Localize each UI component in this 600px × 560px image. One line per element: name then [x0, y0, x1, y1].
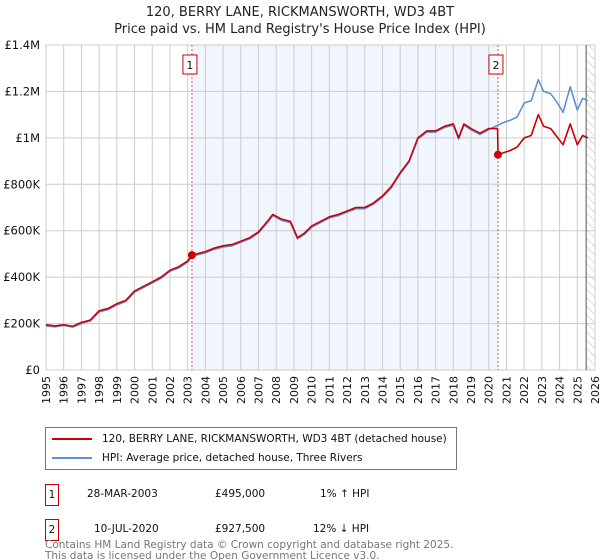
x-tick-label: 2020 — [483, 376, 496, 404]
sale-row-1: 1 28-MAR-2003 £495,000 1% ↑ HPI — [45, 484, 445, 506]
x-tick-label: 2006 — [235, 376, 248, 404]
chart-subtitle: Price paid vs. HM Land Registry's House … — [114, 22, 486, 37]
y-tick-label: £0 — [25, 363, 40, 377]
chart-title: 120, BERRY LANE, RICKMANSWORTH, WD3 4BT — [145, 5, 455, 20]
sale-point — [187, 251, 196, 260]
x-tick-label: 2002 — [164, 376, 177, 404]
x-tick-label: 2026 — [589, 376, 600, 404]
x-tick-label: 2019 — [465, 376, 478, 404]
price-chart: 1995 1996 1997 1998 1999 2000 2001 2002 2003 2004… — [3, 38, 600, 404]
x-tick-label: 2000 — [129, 376, 142, 404]
sale-box-label: 2 — [492, 59, 499, 72]
x-tick-label: 2013 — [359, 376, 372, 404]
x-tick-label: 2024 — [554, 376, 567, 404]
y-tick-label: £1M — [15, 131, 40, 145]
sale-price: £495,000 — [215, 488, 266, 500]
legend-item-hpi: HPI: Average price, detached house, Thre… — [46, 449, 362, 467]
x-tick-label: 2021 — [500, 376, 513, 404]
x-tick-label: 2004 — [199, 376, 212, 404]
y-tick-label: £400K — [3, 270, 40, 284]
x-tick-label: 2023 — [536, 376, 549, 404]
sale-point — [493, 150, 502, 159]
legend-line-red — [52, 438, 92, 440]
sale-box-label: 1 — [186, 59, 193, 72]
sale-hpi-diff: 12% ↓ HPI — [313, 523, 370, 535]
sale-row-2: 2 10-JUL-2020 £927,500 12% ↓ HPI — [45, 519, 445, 541]
legend-label: 120, BERRY LANE, RICKMANSWORTH, WD3 4BT … — [102, 433, 447, 445]
hatched-future-region — [586, 45, 595, 370]
x-tick-label: 2003 — [182, 376, 195, 404]
x-tick-label: 1999 — [111, 376, 124, 404]
sale-price: £927,500 — [215, 523, 266, 535]
shaded-ownership-period — [191, 45, 498, 370]
sale-marker-label: 2 — [45, 519, 59, 541]
x-tick-label: 2014 — [376, 376, 389, 404]
sale-box — [182, 54, 198, 75]
y-tick-label: £800K — [3, 177, 40, 191]
sale-box — [488, 54, 504, 75]
hpi-line — [45, 79, 589, 328]
x-tick-label: 2001 — [146, 376, 159, 404]
x-tick-label: 2015 — [394, 376, 407, 404]
x-tick-label: 1998 — [93, 376, 106, 404]
legend-line-blue — [52, 457, 92, 459]
x-tick-label: 2005 — [217, 376, 230, 404]
x-tick-label: 1997 — [75, 376, 88, 404]
x-tick-label: 2007 — [253, 376, 266, 404]
footer-licence: This data is licensed under the Open Gov… — [45, 550, 380, 560]
y-tick-label: £1.4M — [4, 38, 40, 52]
x-tick-label: 2009 — [288, 376, 301, 404]
x-tick-label: 2011 — [323, 376, 336, 404]
sale-hpi-diff: 1% ↑ HPI — [320, 488, 370, 500]
x-tick-label: 2010 — [306, 376, 319, 404]
y-tick-label: £200K — [3, 317, 40, 331]
x-tick-label: 2012 — [341, 376, 354, 404]
x-tick-label: 1995 — [40, 376, 53, 404]
x-tick-label: 2022 — [518, 376, 531, 404]
x-tick-label: 2017 — [430, 376, 443, 404]
x-tick-label: 2025 — [571, 376, 584, 404]
y-tick-label: £1.2M — [4, 84, 40, 98]
sale-date: 10-JUL-2020 — [94, 523, 159, 535]
sale-date: 28-MAR-2003 — [87, 488, 158, 500]
x-tick-label: 2018 — [447, 376, 460, 404]
y-tick-label: £600K — [3, 224, 40, 238]
x-tick-label: 2008 — [270, 376, 283, 404]
x-tick-label: 2016 — [412, 376, 425, 404]
x-tick-label: 1996 — [58, 376, 71, 404]
legend: 120, BERRY LANE, RICKMANSWORTH, WD3 4BT … — [45, 427, 457, 470]
legend-label: HPI: Average price, detached house, Thre… — [102, 452, 363, 464]
footer: Contains HM Land Registry data © Crown c… — [45, 540, 453, 560]
sale-marker-label: 1 — [45, 484, 59, 506]
legend-item-property: 120, BERRY LANE, RICKMANSWORTH, WD3 4BT … — [46, 430, 447, 448]
footer-copyright: Contains HM Land Registry data © Crown c… — [45, 539, 454, 551]
property-price-line — [45, 113, 589, 328]
